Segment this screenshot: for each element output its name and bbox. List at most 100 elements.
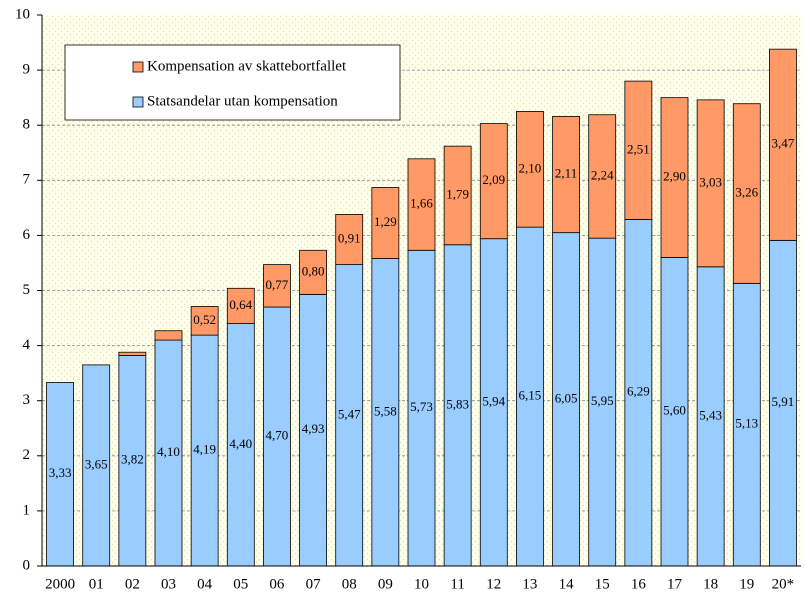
value-label: 4,10 — [157, 444, 180, 459]
bar-segment — [371, 258, 400, 567]
bar-segment — [552, 232, 580, 567]
bar-segment — [190, 306, 219, 336]
x-tick-label: 15 — [595, 576, 610, 592]
x-tick-label: 10 — [414, 576, 429, 592]
bar-segment — [407, 249, 436, 567]
bar-segment — [118, 351, 147, 356]
legend — [64, 44, 401, 121]
bar-segment — [624, 80, 653, 220]
bar-segment — [190, 334, 219, 567]
value-label: 2,11 — [555, 165, 577, 180]
value-label: 3,33 — [49, 465, 72, 480]
x-tick-label: 07 — [306, 576, 322, 592]
y-tick-label: 3 — [23, 392, 31, 408]
bar-segment — [696, 266, 725, 567]
value-label: 5,60 — [663, 403, 686, 418]
legend-label: Kompensation av skattebortfallet — [147, 58, 347, 74]
value-label: 0,77 — [266, 277, 289, 292]
bar-segment — [769, 48, 797, 241]
value-label: 3,82 — [121, 452, 144, 467]
value-label: 0,80 — [302, 263, 325, 278]
x-tick-label: 11 — [450, 576, 464, 592]
value-label: 0,64 — [229, 297, 252, 312]
bar-segment — [226, 323, 255, 567]
y-tick-label: 10 — [15, 6, 30, 22]
value-label: 3,26 — [735, 185, 758, 200]
value-label: 5,94 — [482, 393, 505, 408]
bar-segment — [732, 282, 761, 567]
value-label: 3,65 — [85, 456, 108, 471]
legend-label: Statsandelar utan kompensation — [147, 93, 338, 109]
value-label: 1,66 — [410, 196, 433, 211]
y-tick-label: 8 — [23, 117, 31, 133]
bar-segment — [118, 355, 147, 567]
value-label: 2,24 — [591, 167, 614, 182]
x-tick-label: 12 — [486, 576, 501, 592]
x-tick-label: 2000 — [45, 576, 75, 592]
x-tick-label: 06 — [269, 576, 285, 592]
x-tick-label: 14 — [559, 576, 575, 592]
x-tick-label: 17 — [667, 576, 683, 592]
value-label: 5,83 — [446, 396, 469, 411]
value-label: 4,93 — [302, 421, 325, 436]
value-label: 6,15 — [519, 388, 542, 403]
value-label: 5,13 — [735, 416, 758, 431]
bar-segment — [46, 382, 74, 567]
value-label: 5,91 — [772, 394, 795, 409]
x-tick-label: 20* — [772, 576, 795, 592]
bar-segment — [588, 114, 617, 239]
x-tick-label: 02 — [125, 576, 140, 592]
bar-segment — [335, 264, 364, 567]
y-tick-label: 1 — [23, 502, 31, 518]
legend-swatch — [132, 96, 144, 108]
value-label: 3,03 — [699, 174, 722, 189]
value-label: 5,73 — [410, 399, 433, 414]
value-label: 4,40 — [229, 436, 252, 451]
value-label: 2,90 — [663, 169, 686, 184]
value-label: 0,52 — [193, 312, 216, 327]
bar-segment — [299, 293, 327, 567]
value-label: 2,10 — [519, 160, 542, 175]
value-label: 5,47 — [338, 406, 361, 421]
bar-segment — [696, 99, 725, 268]
value-label: 4,70 — [266, 427, 289, 442]
y-tick-label: 4 — [23, 337, 31, 353]
x-tick-label: 05 — [233, 576, 248, 592]
bar-segment — [82, 364, 111, 567]
bar-segment — [299, 249, 327, 295]
bar-segment — [479, 123, 508, 240]
value-label: 1,29 — [374, 214, 397, 229]
bar-segment — [660, 97, 689, 258]
bar-segment — [660, 257, 689, 567]
bar-segment — [371, 187, 400, 259]
y-tick-label: 5 — [23, 282, 31, 298]
value-label: 5,43 — [699, 407, 722, 422]
value-label: 0,91 — [338, 231, 361, 246]
value-label: 6,29 — [627, 384, 650, 399]
value-label: 5,58 — [374, 403, 397, 418]
y-tick-label: 9 — [23, 62, 31, 78]
x-tick-label: 04 — [197, 576, 213, 592]
bar-segment — [588, 237, 617, 567]
bar-segment — [154, 330, 183, 341]
legend-swatch — [132, 61, 144, 73]
y-tick-label: 2 — [23, 447, 31, 463]
x-tick-label: 19 — [739, 576, 754, 592]
bar-segment — [407, 158, 436, 251]
bar-segment — [226, 287, 255, 324]
value-label: 3,47 — [772, 136, 795, 151]
value-label: 2,09 — [482, 172, 505, 187]
bar-segment — [732, 103, 761, 284]
x-tick-label: 13 — [522, 576, 537, 592]
bar-segment — [443, 145, 472, 246]
x-tick-label: 16 — [631, 576, 647, 592]
bar-segment — [443, 244, 472, 567]
y-tick-label: 6 — [23, 227, 31, 243]
y-tick-label: 0 — [23, 557, 31, 573]
bar-segment — [335, 214, 364, 266]
value-label: 4,19 — [193, 442, 216, 457]
y-tick-label: 7 — [23, 172, 31, 188]
value-label: 1,79 — [446, 186, 469, 201]
x-tick-label: 08 — [342, 576, 357, 592]
